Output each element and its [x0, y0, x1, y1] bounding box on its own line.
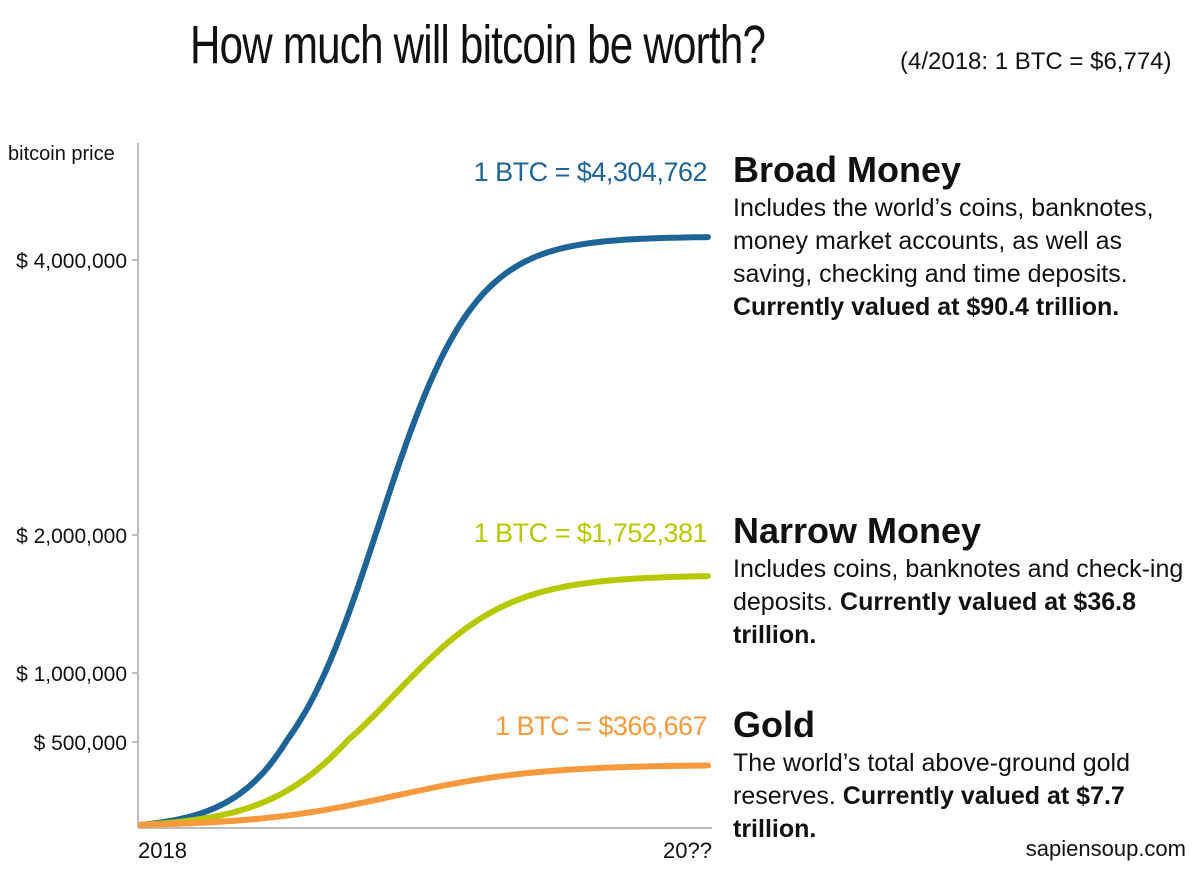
description-body: Includes coins, banknotes and check-ing …: [733, 555, 1184, 616]
x-tick-label: 2018: [138, 838, 187, 863]
series-line-gold: [138, 762, 711, 828]
description-body: Includes the world’s coins, banknotes, m…: [733, 194, 1154, 288]
chart-series: [138, 234, 711, 828]
x-tick-label: 20??: [663, 838, 712, 863]
y-tick-label: $ 4,000,000: [16, 250, 127, 273]
description-body: The world’s total above-ground gold rese…: [733, 749, 1131, 810]
description-broad-money: Broad Money Includes the world’s coins, …: [733, 150, 1193, 324]
description-gold: Gold The world’s total above-ground gold…: [733, 705, 1193, 846]
description-value: Currently valued at $36.8 trillion.: [733, 588, 1136, 649]
series-line-broad-money: [138, 234, 711, 828]
series-value-label: 1 BTC = $366,667: [495, 711, 707, 741]
chart-title: How much will bitcoin be worth?: [190, 15, 766, 75]
chart-subtitle: (4/2018: 1 BTC = $6,774): [900, 48, 1172, 75]
description-title: Gold: [733, 704, 815, 745]
y-axis-label: bitcoin price: [8, 143, 115, 165]
y-tick-label: $ 1,000,000: [16, 663, 127, 686]
y-tick-label: $ 500,000: [34, 732, 127, 755]
series-line-narrow-money: [138, 573, 711, 828]
description-narrow-money: Narrow Money Includes coins, banknotes a…: [733, 511, 1193, 652]
description-title: Broad Money: [733, 149, 962, 190]
description-title: Narrow Money: [733, 510, 982, 551]
source-credit: sapiensoup.com: [1025, 836, 1186, 861]
series-value-label: 1 BTC = $1,752,381: [474, 518, 707, 548]
chart-value-labels: 1 BTC = $4,304,762 1 BTC = $1,752,381 1 BT…: [474, 157, 708, 741]
description-value: Currently valued at $90.4 trillion.: [733, 293, 1120, 321]
description-text: Includes the world’s coins, banknotes, m…: [733, 192, 1193, 324]
y-tick-label: $ 2,000,000: [16, 525, 127, 548]
chart-axes: bitcoin price $ 500,000 $ 1,000,000 $ 2,000…: [8, 143, 712, 863]
description-text: Includes coins, banknotes and check-ing …: [733, 553, 1193, 652]
series-value-label: 1 BTC = $4,304,762: [474, 157, 707, 187]
description-value: Currently valued at $7.7 trillion.: [733, 782, 1125, 843]
description-text: The world’s total above-ground gold rese…: [733, 747, 1193, 846]
